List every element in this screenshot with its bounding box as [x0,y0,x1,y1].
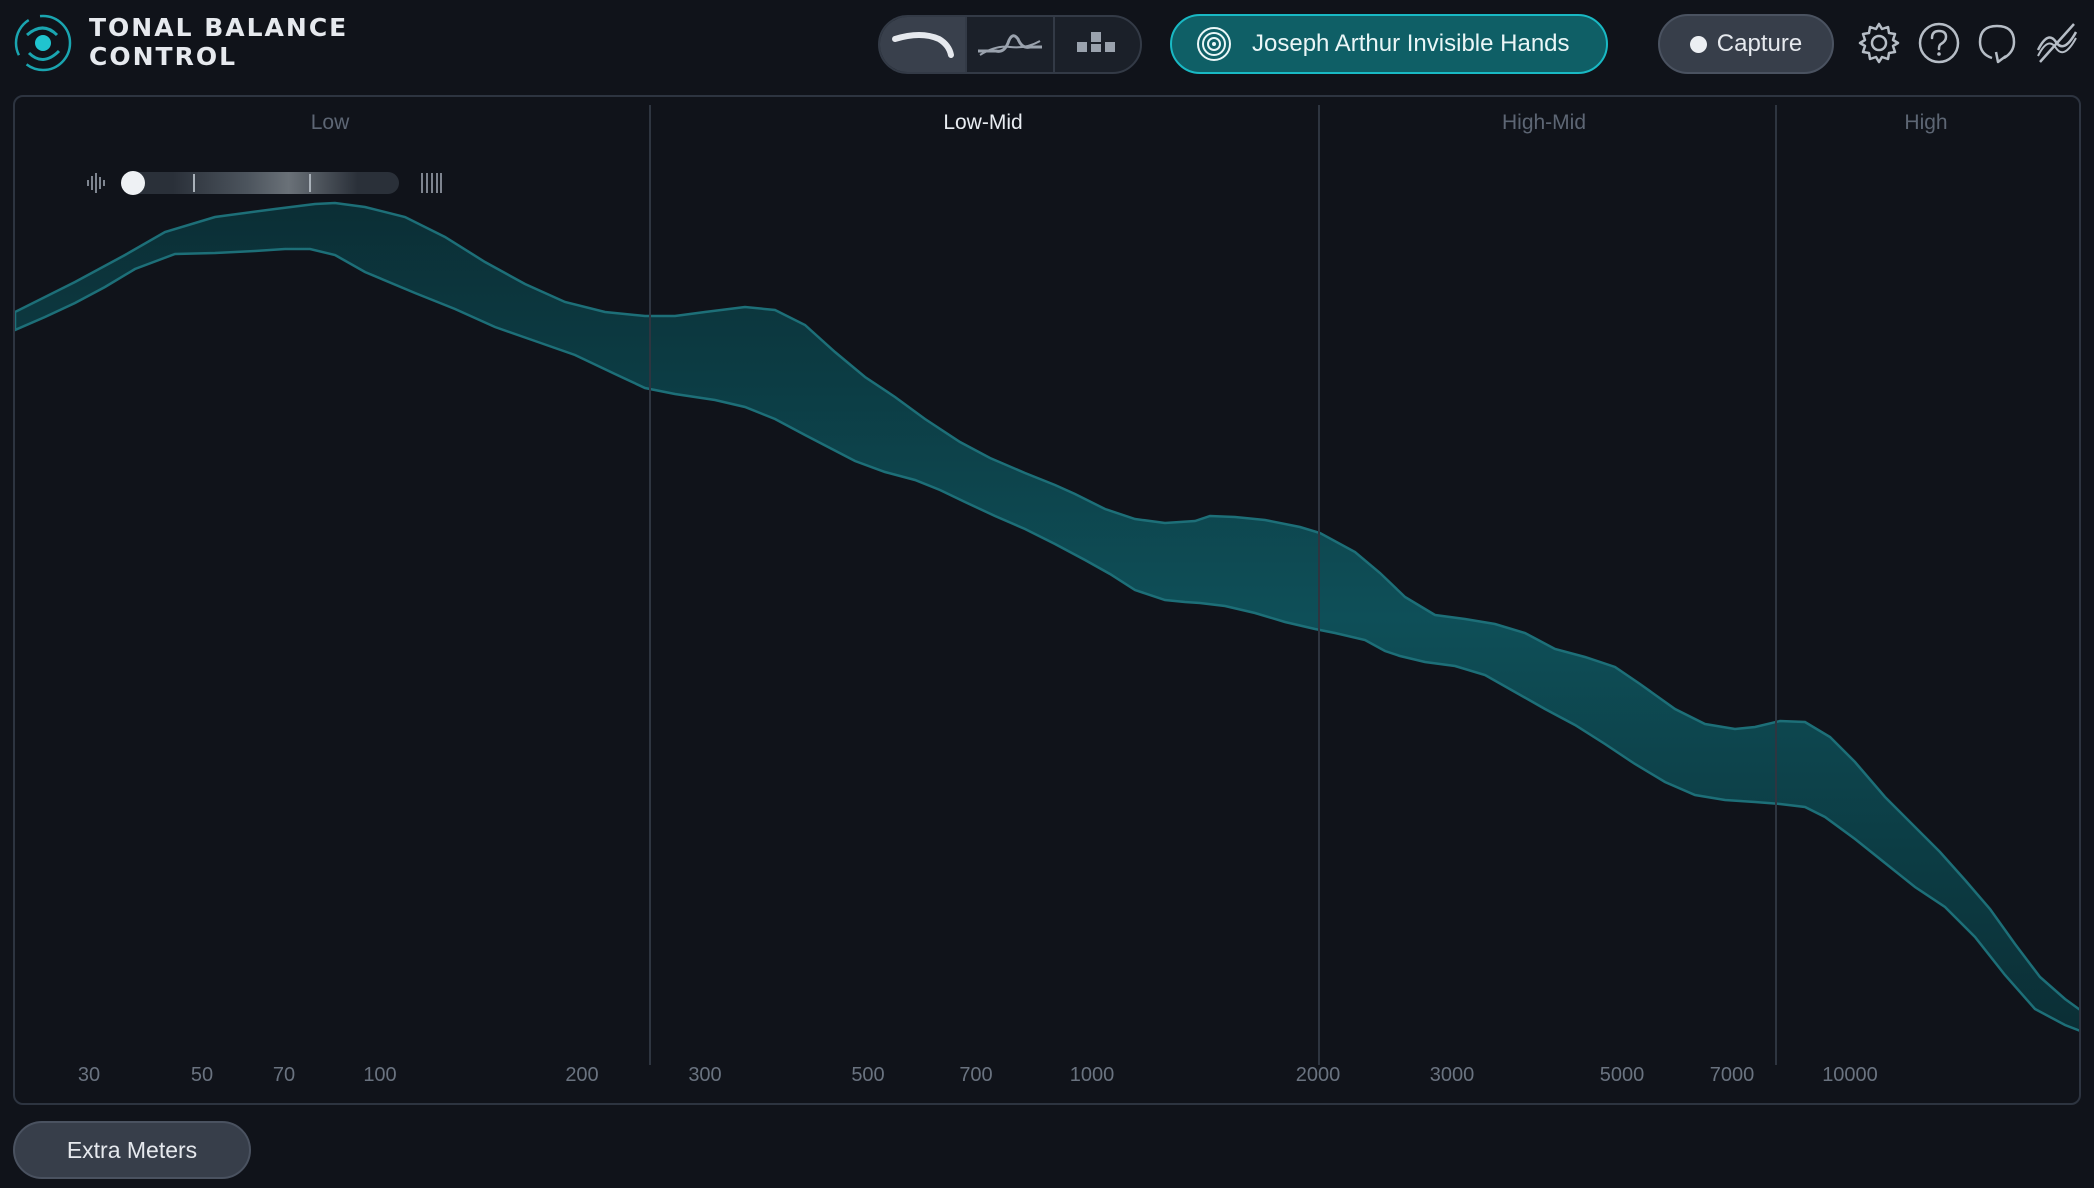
spectrum-panel: Low Low-Mid High-Mid High 30 50 70 100 [13,95,2081,1105]
gear-icon[interactable] [1856,20,1902,66]
izotope-logo-icon [14,14,72,72]
freq-label-1000: 1000 [1069,1064,1115,1086]
extra-meters-label: Extra Meters [66,1136,198,1163]
target-range-curve [15,201,2079,1032]
crest-range-min-tick [193,174,195,192]
broad-curve-icon [891,31,954,58]
record-dot-icon [1689,35,1707,53]
app-title: TONAL BALANCE CONTROL [89,13,348,71]
capture-label: Capture [1716,30,1803,57]
freq-label-100: 100 [363,1064,397,1086]
freq-label-30: 30 [77,1064,101,1086]
crest-factor-slider[interactable] [121,171,399,195]
app-title-line2: CONTROL [89,42,238,71]
view-mode-fine-button[interactable] [967,17,1055,72]
freq-label-50: 50 [190,1064,214,1086]
view-mode-broad-button[interactable] [880,17,968,72]
extra-meters-button[interactable]: Extra Meters [13,1121,251,1179]
fine-curve-icon [977,33,1042,56]
transient-dense-icon [87,173,105,193]
freq-label-10000: 10000 [1822,1064,1878,1086]
transient-sparse-icon [421,173,442,193]
target-selector-button[interactable]: Joseph Arthur Invisible Hands [1170,14,1608,74]
band-divider-highmid-high [1775,105,1777,1065]
bars-icon [1077,31,1116,52]
help-icon[interactable] [1916,20,1962,66]
freq-label-500: 500 [851,1064,885,1086]
crest-range-max-tick [309,174,311,192]
freq-label-200: 200 [565,1064,599,1086]
capture-button[interactable]: Capture [1658,14,1834,74]
bypass-icon[interactable] [2034,20,2080,66]
loop-icon[interactable] [1974,20,2020,66]
view-mode-toggle [878,15,1142,74]
band-label-high-mid[interactable]: High-Mid [1501,111,1587,134]
freq-label-2000: 2000 [1295,1064,1341,1086]
freq-label-300: 300 [688,1064,722,1086]
target-range-band [15,201,2079,1032]
band-label-high[interactable]: High [1904,111,1948,134]
freq-label-70: 70 [272,1064,296,1086]
crest-factor-knob[interactable] [121,171,145,195]
app-title-line1: TONAL BALANCE [89,13,349,42]
band-divider-lowmid-highmid [1318,105,1320,1065]
target-icon [1197,27,1231,61]
freq-label-7000: 7000 [1709,1064,1755,1086]
freq-label-700: 700 [959,1064,993,1086]
band-divider-low-lowmid [649,105,651,1065]
freq-label-5000: 5000 [1599,1064,1645,1086]
view-mode-bars-button[interactable] [1055,17,1140,72]
target-name: Joseph Arthur Invisible Hands [1252,30,1570,57]
freq-label-3000: 3000 [1429,1064,1475,1086]
band-label-low-mid[interactable]: Low-Mid [943,111,1023,134]
band-label-low[interactable]: Low [310,111,350,134]
